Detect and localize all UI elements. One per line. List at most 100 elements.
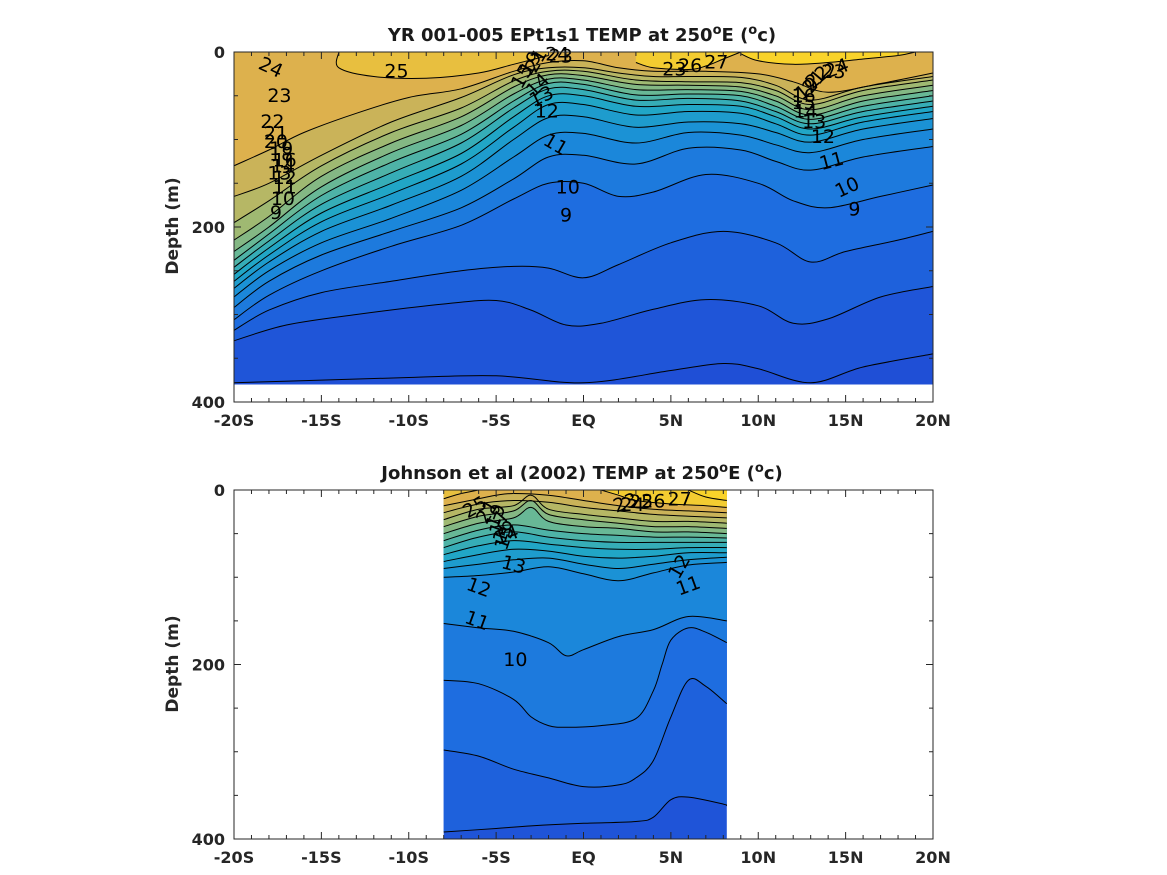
x-tick-label: 20N — [915, 848, 951, 867]
contour-line — [234, 128, 933, 298]
y-axis-label-top: Depth (m) — [163, 177, 183, 274]
contour-line — [234, 286, 933, 342]
contour-label: 19 — [269, 138, 293, 160]
temperature-band — [443, 490, 479, 499]
y-tick-label: 0 — [214, 43, 225, 62]
contour-line — [234, 81, 933, 261]
x-tick-label: EQ — [571, 411, 596, 430]
contour-line — [234, 66, 933, 197]
contour-label: 20 — [264, 131, 288, 153]
contour-label: 15 — [792, 92, 816, 114]
contour-line — [443, 540, 727, 556]
contour-label: 16 — [792, 85, 816, 107]
contour-label: 16 — [273, 150, 297, 172]
x-tick-label: -5S — [481, 848, 510, 867]
x-tick-label: 15N — [828, 411, 864, 430]
contour-line — [234, 146, 933, 308]
y-tick-label: 200 — [192, 656, 225, 675]
contour-label: 27 — [668, 489, 692, 511]
temperature-band — [688, 490, 727, 501]
contour-label: 26 — [678, 55, 702, 77]
contour-line — [234, 173, 933, 321]
y-tick-label: 400 — [192, 830, 225, 849]
temperature-band — [635, 52, 741, 70]
contour-line — [443, 506, 727, 535]
contour-line — [635, 52, 741, 71]
contour-lines-top — [234, 52, 933, 384]
contour-label: 23 — [267, 85, 291, 107]
contour-line — [234, 86, 933, 268]
contour-label: 23 — [821, 61, 845, 83]
x-tick-label: 10N — [740, 411, 776, 430]
x-tick-label: 5N — [659, 848, 684, 867]
contour-label: 13 — [267, 163, 291, 185]
temperature-band — [601, 490, 727, 508]
contour-line — [443, 627, 727, 728]
x-tick-label: -10S — [389, 411, 429, 430]
x-tick-label: -5S — [481, 411, 510, 430]
y-tick-label: 0 — [214, 481, 225, 500]
contour-line — [234, 353, 933, 384]
contour-label: 25 — [629, 491, 653, 513]
contour-label: 14 — [271, 156, 295, 178]
contour-line — [443, 556, 727, 570]
contour-label: 23 — [662, 59, 686, 81]
x-tick-label: -20S — [214, 411, 254, 430]
contour-label: 12 — [535, 101, 559, 123]
contour-label: 10 — [556, 177, 580, 199]
chart-bottom: Johnson et al (2002) TEMP at 250oE (oc) … — [163, 461, 951, 867]
x-tick-label: -15S — [301, 411, 341, 430]
y-tick-label: 400 — [192, 393, 225, 412]
contour-label: 21 — [264, 122, 288, 144]
temperature-band — [740, 52, 916, 65]
contour-line — [234, 77, 933, 252]
y-tick-label: 200 — [192, 218, 225, 237]
contour-label: 24 — [545, 44, 569, 66]
contour-label: 12 — [811, 126, 835, 148]
contour-line — [443, 499, 727, 519]
contour-label: 25 — [384, 60, 408, 82]
x-tick-label: -20S — [214, 848, 254, 867]
contour-line — [443, 615, 727, 657]
contour-label: 9 — [848, 199, 860, 221]
contour-label: 11 — [273, 177, 297, 199]
x-tick-label: 15N — [828, 848, 864, 867]
contour-line — [234, 114, 933, 289]
contour-label: 9 — [270, 202, 282, 224]
contour-label: 27 — [704, 52, 728, 74]
contour-label: 26 — [641, 490, 665, 512]
contour-line — [443, 524, 727, 542]
contour-line — [234, 230, 933, 331]
contour-line — [443, 531, 727, 549]
axis-ticks-top: -20S -15S -10S -5S EQ 5N 10N 15N 20N 0 200 400 — [192, 43, 951, 430]
x-tick-label: -10S — [389, 848, 429, 867]
contour-label: 22 — [260, 111, 284, 133]
x-tick-label: EQ — [571, 848, 596, 867]
temperature-band — [234, 52, 933, 166]
contour-line — [234, 69, 933, 224]
temperature-band — [336, 52, 549, 79]
x-tick-label: 20N — [915, 411, 951, 430]
contour-label: 9 — [560, 205, 572, 227]
contour-line — [443, 796, 727, 833]
chart-title-bottom: Johnson et al (2002) TEMP at 250oE (oc) — [379, 461, 782, 484]
contour-label: 23 — [549, 45, 573, 67]
contour-line — [688, 490, 727, 501]
chart-title-top: YR 001-005 EPt1s1 TEMP at 250oE (oc) — [387, 23, 776, 46]
contour-line — [600, 490, 727, 508]
chart-top: YR 001-005 EPt1s1 TEMP at 250oE (oc) Dep… — [163, 23, 951, 430]
y-axis-label-bottom: Depth (m) — [163, 615, 183, 712]
x-tick-label: 10N — [740, 848, 776, 867]
temperature-field-top — [234, 52, 933, 385]
contour-line — [234, 73, 933, 241]
contour-lines-bottom — [443, 490, 727, 833]
contour-label: 14 — [793, 101, 817, 123]
contour-label: 18 — [269, 143, 293, 165]
contour-label: 12 — [273, 167, 297, 189]
contour-line — [443, 499, 727, 529]
contour-line — [335, 52, 549, 79]
x-tick-label: -15S — [301, 848, 341, 867]
contour-line — [234, 59, 933, 167]
contour-line — [443, 494, 727, 524]
